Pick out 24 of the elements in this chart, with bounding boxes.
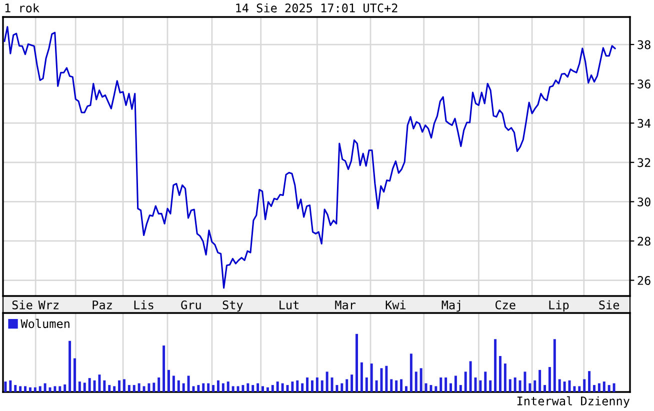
x-tick-label: Sty xyxy=(222,300,243,312)
x-tick-label: Lut xyxy=(280,300,299,310)
x-tick-label: Mar xyxy=(335,300,356,310)
x-tick-label: Kwi xyxy=(386,300,406,310)
y-tick-label: 30 xyxy=(638,197,650,206)
legend-label: Wolumen xyxy=(20,318,70,328)
x-tick-label: Maj xyxy=(442,300,460,312)
y-tick-label: 26 xyxy=(638,276,650,285)
y-tick-label: 36 xyxy=(638,80,650,88)
x-tick-label: Lis xyxy=(134,300,154,310)
x-tick-label: Wrz xyxy=(38,300,58,310)
x-tick-label: Gru xyxy=(181,300,201,310)
x-tick-label: Sie xyxy=(599,300,620,310)
x-tick-label: Cze xyxy=(496,300,516,310)
x-tick-label: Paz xyxy=(92,300,112,310)
y-tick-label: 38 xyxy=(638,40,650,50)
y-tick-label: 34 xyxy=(638,118,651,128)
x-tick-label: Sie xyxy=(12,300,32,310)
y-tick-label: 28 xyxy=(638,236,650,246)
y-tick-label: 32 xyxy=(638,158,650,168)
chart-subtitle: 14 Sie 2025 17:01 UTC+2 xyxy=(236,3,398,12)
x-tick-label: Lip xyxy=(549,300,569,312)
text: Interwal Dzienny xyxy=(517,396,630,408)
chart-title: 1 rok xyxy=(5,3,40,12)
